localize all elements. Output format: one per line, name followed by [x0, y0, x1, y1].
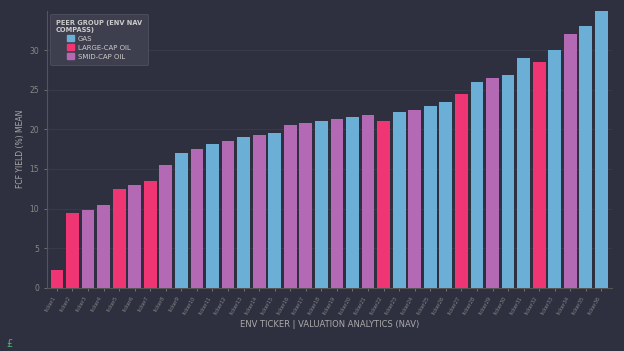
Bar: [455, 94, 468, 288]
X-axis label: ENV TICKER | VALUATION ANALYTICS (NAV): ENV TICKER | VALUATION ANALYTICS (NAV): [240, 319, 419, 329]
Bar: [315, 121, 328, 288]
Bar: [66, 213, 79, 288]
Bar: [82, 210, 94, 288]
Text: £: £: [6, 339, 12, 349]
Bar: [548, 50, 561, 288]
Bar: [97, 205, 110, 288]
Bar: [580, 26, 592, 288]
Bar: [346, 118, 359, 288]
Bar: [51, 270, 63, 288]
Bar: [439, 102, 452, 288]
Bar: [175, 153, 188, 288]
Bar: [424, 106, 437, 288]
Bar: [190, 149, 203, 288]
Bar: [268, 133, 281, 288]
Bar: [237, 137, 250, 288]
Bar: [564, 34, 577, 288]
Bar: [533, 62, 545, 288]
Bar: [408, 110, 421, 288]
Y-axis label: FCF YIELD (%) MEAN: FCF YIELD (%) MEAN: [16, 110, 25, 188]
Bar: [502, 75, 514, 288]
Bar: [160, 165, 172, 288]
Bar: [331, 119, 343, 288]
Bar: [206, 144, 219, 288]
Bar: [284, 125, 296, 288]
Bar: [113, 189, 125, 288]
Bar: [144, 181, 157, 288]
Bar: [222, 141, 235, 288]
Bar: [378, 121, 390, 288]
Bar: [595, 11, 608, 288]
Bar: [392, 112, 406, 288]
Bar: [517, 58, 530, 288]
Bar: [300, 123, 312, 288]
Legend: GAS, LARGE-CAP OIL, SMID-CAP OIL: GAS, LARGE-CAP OIL, SMID-CAP OIL: [51, 14, 147, 65]
Bar: [486, 78, 499, 288]
Bar: [470, 82, 484, 288]
Bar: [362, 115, 374, 288]
Bar: [129, 185, 141, 288]
Bar: [253, 135, 266, 288]
